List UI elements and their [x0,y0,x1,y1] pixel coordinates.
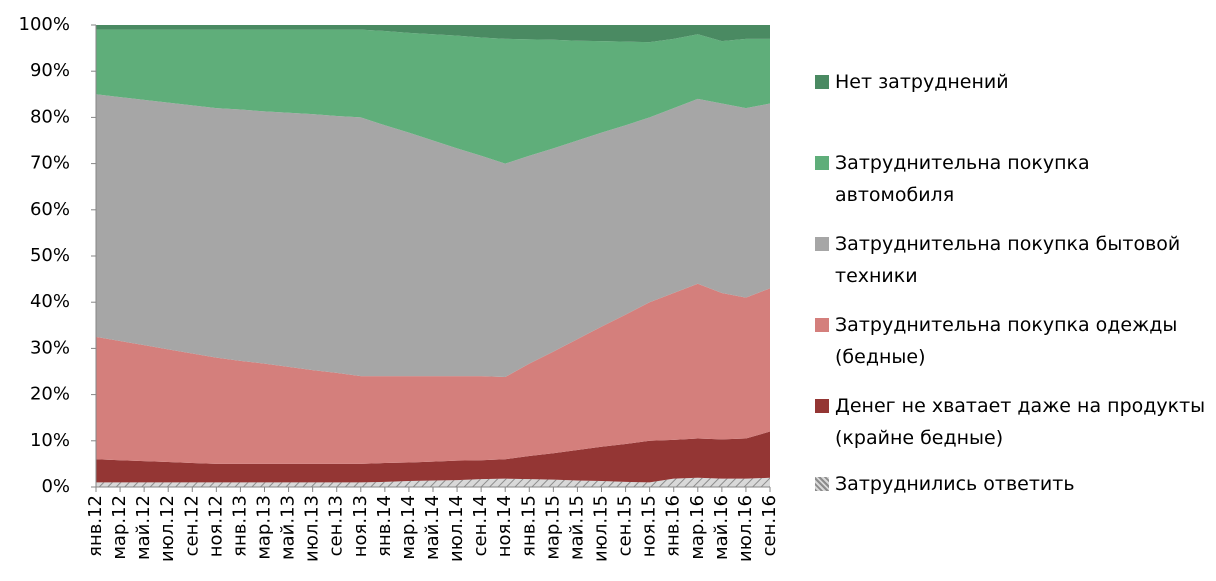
x-tick-label: мар.16 [687,495,708,560]
x-tick-label: янв.16 [663,495,684,557]
x-tick-label: ноя.15 [639,495,660,557]
x-tick-label: янв.13 [229,495,250,557]
legend-item: Нет затруднений [815,66,1210,98]
area [96,29,770,164]
x-tick-label: мар.13 [254,495,275,560]
chart: 0%10%20%30%40%50%60%70%80%90%100%янв.12 м… [19,14,780,562]
legend-label: Затруднительна покупка автомобиля [835,152,1090,206]
legend-item: Затруднительна покупка бытовой техники [815,228,1210,292]
legend-label: Нет затруднений [835,71,1009,93]
x-tick-label: сен.14 [470,495,491,556]
x-tick-label: сен.13 [326,495,347,556]
x-tick-label: мар.12 [109,495,130,560]
y-tick-label: 70% [30,153,70,174]
y-tick-label: 40% [30,291,70,312]
x-tick-label: май.16 [711,495,732,560]
legend-swatch [815,477,829,491]
x-tick-label: мар.14 [398,495,419,560]
x-tick-label: мар.15 [542,495,563,560]
x-tick-label: май.13 [278,495,299,560]
x-tick-label: май.14 [422,495,443,560]
x-tick-label: сен.16 [759,495,780,556]
x-tick-label: май.15 [566,495,587,560]
x-tick-label: янв.14 [374,495,395,557]
area [96,477,770,487]
x-tick-label: янв.15 [518,495,539,557]
legend-swatch [815,237,829,251]
y-tick-label: 80% [30,106,70,127]
x-tick-label: ноя.12 [205,495,226,557]
x-tick-label: май.12 [133,495,154,560]
area [96,283,770,464]
y-tick-label: 10% [30,430,70,451]
legend-label: Затруднительна покупка бытовой техники [835,233,1181,287]
x-tick-label: ноя.13 [350,495,371,557]
area [96,25,770,43]
y-tick-label: 0% [41,476,70,497]
x-tick-label: сен.15 [615,495,636,556]
y-tick-label: 30% [30,337,70,358]
x-tick-label: ноя.14 [494,495,515,557]
legend-swatch [815,156,829,170]
area [96,94,770,378]
x-tick-label: июл.16 [735,495,756,562]
legend-label: Денег не хватает даже на продукты (крайн… [835,395,1206,449]
y-tick-label: 100% [19,14,70,35]
x-tick-label: июл.15 [591,495,612,562]
y-tick-label: 60% [30,199,70,220]
y-tick-label: 90% [30,60,70,81]
legend-swatch [815,318,829,332]
area [96,431,770,483]
legend-label: Затруднились ответить [835,473,1075,495]
x-tick-label: июл.14 [446,495,467,562]
legend-label: Затруднительна покупка одежды (бедные) [835,314,1178,368]
legend-item: Денег не хватает даже на продукты (крайн… [815,390,1210,454]
x-tick-label: июл.13 [302,495,323,562]
legend-item: Затруднительна покупка автомобиля [815,147,1210,211]
x-tick-label: июл.12 [157,495,178,562]
y-tick-label: 50% [30,245,70,266]
x-tick-label: сен.12 [181,495,202,556]
legend-item: Затруднительна покупка одежды (бедные) [815,309,1210,373]
legend-swatch [815,75,829,89]
x-tick-label: янв.12 [85,495,106,557]
legend-item: Затруднились ответить [815,468,1210,500]
legend-swatch [815,399,829,413]
y-tick-label: 20% [30,384,70,405]
